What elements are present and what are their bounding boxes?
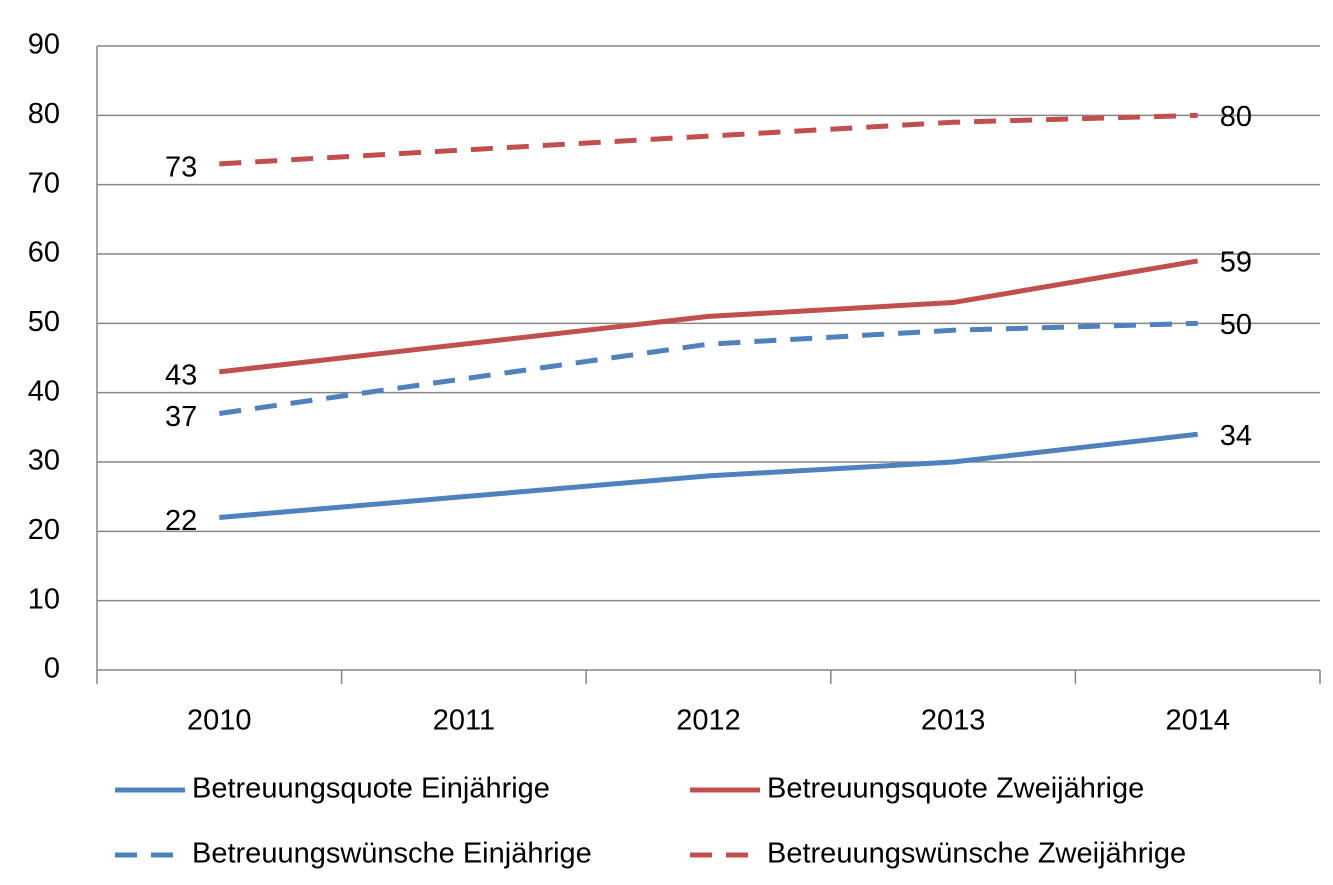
series-line [218,320,1198,416]
legend-label: Betreuungswünsche Zweijährige [767,838,1186,870]
x-tick-label: 2011 [433,705,495,737]
x-tick-label: 2010 [187,705,252,737]
data-label: 73 [165,152,197,184]
y-tick-label: 50 [28,306,60,338]
x-tick-label: 2014 [1165,705,1230,737]
y-tick-label: 60 [28,237,60,269]
data-label: 80 [1220,101,1252,133]
series-line [219,112,1198,167]
x-tick-label: 2013 [921,705,986,737]
data-label: 59 [1220,247,1252,279]
series-line [219,431,1198,520]
legend-label: Betreuungsquote Zweijährige [767,773,1144,805]
data-label: 37 [165,401,197,433]
y-tick-label: 20 [28,514,60,546]
data-label: 34 [1220,420,1252,452]
y-tick-label: 0 [44,653,60,685]
y-tick-label: 30 [28,445,60,477]
y-tick-label: 70 [28,167,60,199]
data-label: 50 [1220,309,1252,341]
x-tick-label: 2012 [676,705,741,737]
y-tick-label: 10 [28,583,60,615]
data-label: 22 [165,505,197,537]
y-tick-label: 90 [28,29,60,61]
y-tick-label: 80 [28,98,60,130]
y-tick-label: 40 [28,375,60,407]
legend-label: Betreuungsquote Einjährige [192,773,550,805]
legend-label: Betreuungswünsche Einjährige [192,838,592,870]
data-label: 43 [165,360,197,392]
series-line [219,258,1199,375]
